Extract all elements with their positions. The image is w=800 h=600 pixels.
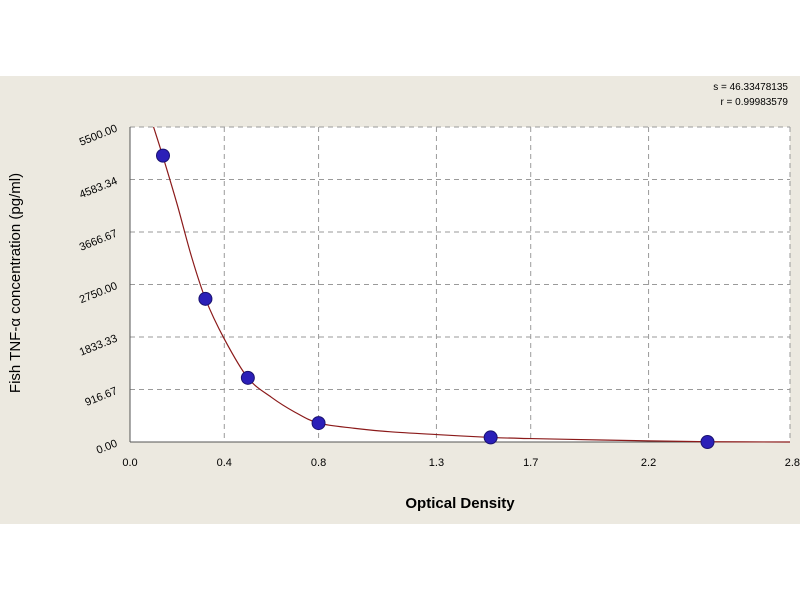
x-axis-title: Optical Density	[405, 495, 515, 512]
data-point	[156, 148, 170, 163]
x-tick-label: 1.3	[429, 457, 444, 469]
y-tick-label: 1833.33	[78, 333, 119, 359]
grid-lines	[129, 126, 791, 443]
s-value: s = 46.33478135	[713, 82, 788, 93]
x-axis-ticks: 0.0 0.4 0.8 1.3 1.7 2.2 2.8	[122, 457, 800, 469]
y-axis-title: Fish TNF-α concentration (pg/ml)	[7, 173, 24, 393]
x-tick-label: 2.8	[785, 457, 800, 469]
x-tick-label: 0.4	[217, 457, 232, 469]
y-tick-label: 4583.34	[78, 175, 119, 201]
fit-statistics: s = 46.33478135 r = 0.99983579	[713, 80, 788, 110]
x-tick-label: 2.2	[641, 457, 656, 469]
data-point	[700, 435, 715, 449]
data-point	[240, 370, 255, 385]
y-tick-label: 3666.67	[78, 228, 119, 254]
y-tick-label: 5500.00	[78, 123, 119, 149]
data-point	[311, 416, 326, 431]
y-tick-label: 0.00	[95, 438, 119, 457]
y-axis-ticks: 0.00 916.67 1833.33 2750.00 3666.67 4583.34 55…	[78, 123, 119, 457]
y-tick-label: 2750.00	[78, 280, 119, 306]
r-value: r = 0.99983579	[720, 97, 788, 108]
x-tick-label: 0.0	[122, 457, 137, 469]
data-point	[198, 291, 213, 306]
y-tick-label: 916.67	[83, 385, 119, 409]
x-tick-label: 1.7	[523, 457, 538, 469]
x-tick-label: 0.8	[311, 457, 326, 469]
data-points	[156, 148, 715, 449]
data-point	[483, 430, 498, 445]
